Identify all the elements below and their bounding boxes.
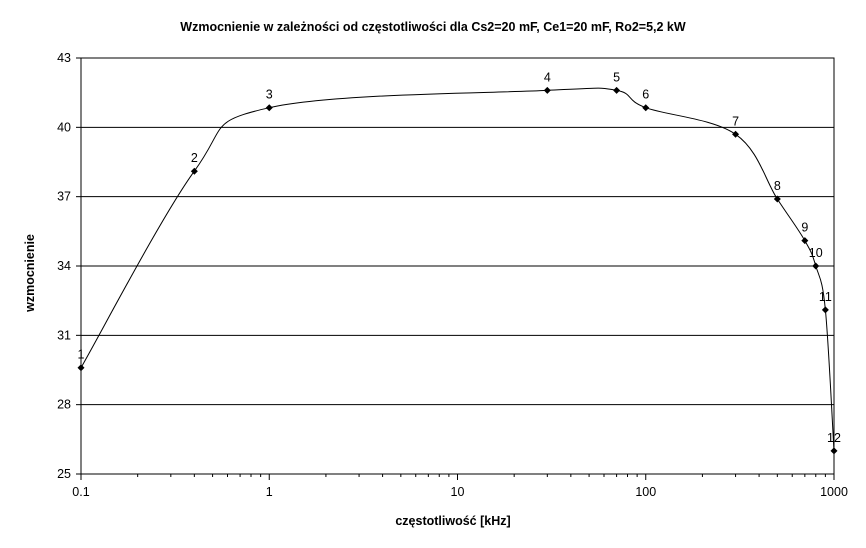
x-axis-title: częstotliwość [kHz]: [395, 514, 510, 528]
y-tick-label: 31: [57, 328, 71, 342]
data-point-6: [642, 104, 650, 112]
x-tick-label: 0.1: [72, 485, 89, 499]
data-label-10: 10: [809, 246, 823, 260]
y-tick-label: 34: [57, 259, 71, 273]
data-label-5: 5: [613, 70, 620, 84]
data-point-5: [613, 86, 621, 94]
data-point-3: [265, 104, 273, 112]
y-tick-label: 40: [57, 120, 71, 134]
data-point-9: [801, 237, 809, 245]
x-tick-label: 10: [451, 485, 465, 499]
chart-title: Wzmocnienie w zależności od częstotliwoś…: [180, 20, 686, 34]
data-point-8: [773, 195, 781, 203]
x-tick-label: 1: [266, 485, 273, 499]
data-point-7: [732, 130, 740, 138]
x-tick-label: 1000: [820, 485, 848, 499]
y-tick-label: 25: [57, 467, 71, 481]
data-label-3: 3: [266, 88, 273, 102]
data-point-12: [830, 447, 838, 455]
data-point-11: [821, 306, 829, 314]
data-label-1: 1: [78, 348, 85, 362]
data-label-9: 9: [801, 221, 808, 235]
data-label-2: 2: [191, 151, 198, 165]
data-label-8: 8: [774, 179, 781, 193]
data-label-12: 12: [827, 431, 841, 445]
y-tick-label: 28: [57, 398, 71, 412]
grid-lines: [81, 57, 834, 475]
y-tick-label: 37: [57, 190, 71, 204]
data-point-2: [190, 167, 198, 175]
y-axis-title: wzmocnienie: [23, 234, 37, 313]
data-label-6: 6: [642, 88, 649, 102]
data-point-10: [812, 262, 820, 270]
data-point-1: [77, 364, 85, 372]
data-label-4: 4: [544, 70, 551, 84]
x-tick-label: 100: [635, 485, 656, 499]
y-tick-label: 43: [57, 51, 71, 65]
data-label-11: 11: [819, 290, 832, 304]
series-line: [80, 87, 835, 451]
data-points: [77, 86, 838, 455]
data-label-7: 7: [732, 114, 739, 128]
data-point-4: [543, 86, 551, 94]
